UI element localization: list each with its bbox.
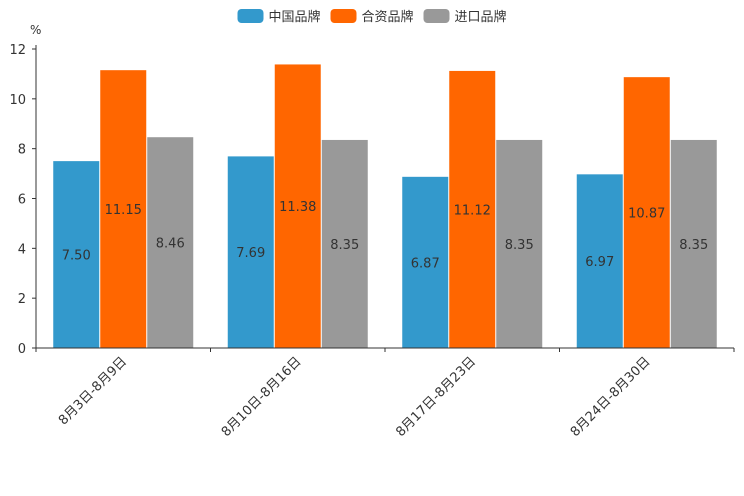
y-tick-label: 2 (18, 292, 26, 307)
data-label: 11.15 (105, 203, 142, 218)
y-axis-unit: % (30, 23, 41, 37)
x-tick-label: 8月3日-8月9日 (56, 354, 130, 428)
y-tick-label: 6 (18, 193, 26, 208)
y-tick-label: 10 (9, 93, 26, 108)
data-label: 6.97 (585, 255, 614, 270)
x-tick-label: 8月10日-8月16日 (219, 354, 305, 440)
bar (274, 64, 321, 348)
data-label: 8.46 (156, 237, 185, 252)
bar (496, 139, 543, 348)
y-tick-label: 12 (9, 43, 26, 58)
bar (100, 70, 147, 348)
bar (53, 161, 100, 348)
data-label: 8.35 (505, 238, 534, 253)
x-tick-label: 8月24日-8月30日 (568, 354, 654, 440)
data-label: 7.50 (62, 249, 91, 264)
bar (147, 137, 194, 348)
y-tick-label: 4 (18, 242, 26, 257)
bar (227, 156, 274, 348)
bar (321, 139, 368, 348)
data-label: 8.35 (679, 238, 708, 253)
bar (623, 77, 670, 349)
data-label: 11.38 (279, 200, 316, 215)
data-label: 11.12 (454, 203, 491, 218)
bar (449, 70, 496, 348)
legend-swatch[interactable] (423, 9, 450, 23)
legend-label[interactable]: 中国品牌 (269, 9, 321, 25)
bar (402, 176, 449, 348)
bar (670, 139, 717, 348)
legend-swatch[interactable] (237, 9, 264, 23)
legend: 中国品牌 合资品牌 进口品牌 (237, 9, 507, 25)
x-tick-label: 8月17日-8月23日 (393, 354, 479, 440)
y-tick-label: 8 (18, 143, 26, 158)
x-axis: 8月3日-8月9日 8月10日-8月16日 8月17日-8月23日 8月24日-8月3… (35, 347, 735, 440)
data-label: 7.69 (236, 246, 265, 261)
data-label: 6.87 (411, 256, 440, 271)
legend-label[interactable]: 进口品牌 (455, 9, 507, 25)
data-label: 10.87 (628, 207, 665, 222)
legend-label[interactable]: 合资品牌 (362, 9, 414, 25)
y-axis: 0 2 4 6 8 10 12 (9, 43, 37, 357)
legend-swatch[interactable] (330, 9, 357, 23)
bar (576, 174, 623, 348)
bars: 7.50 11.15 8.46 7.69 11.38 8.35 6.87 11.12 8.35 6… (53, 64, 717, 349)
data-label: 8.35 (330, 238, 359, 253)
y-tick-label: 0 (18, 342, 26, 357)
